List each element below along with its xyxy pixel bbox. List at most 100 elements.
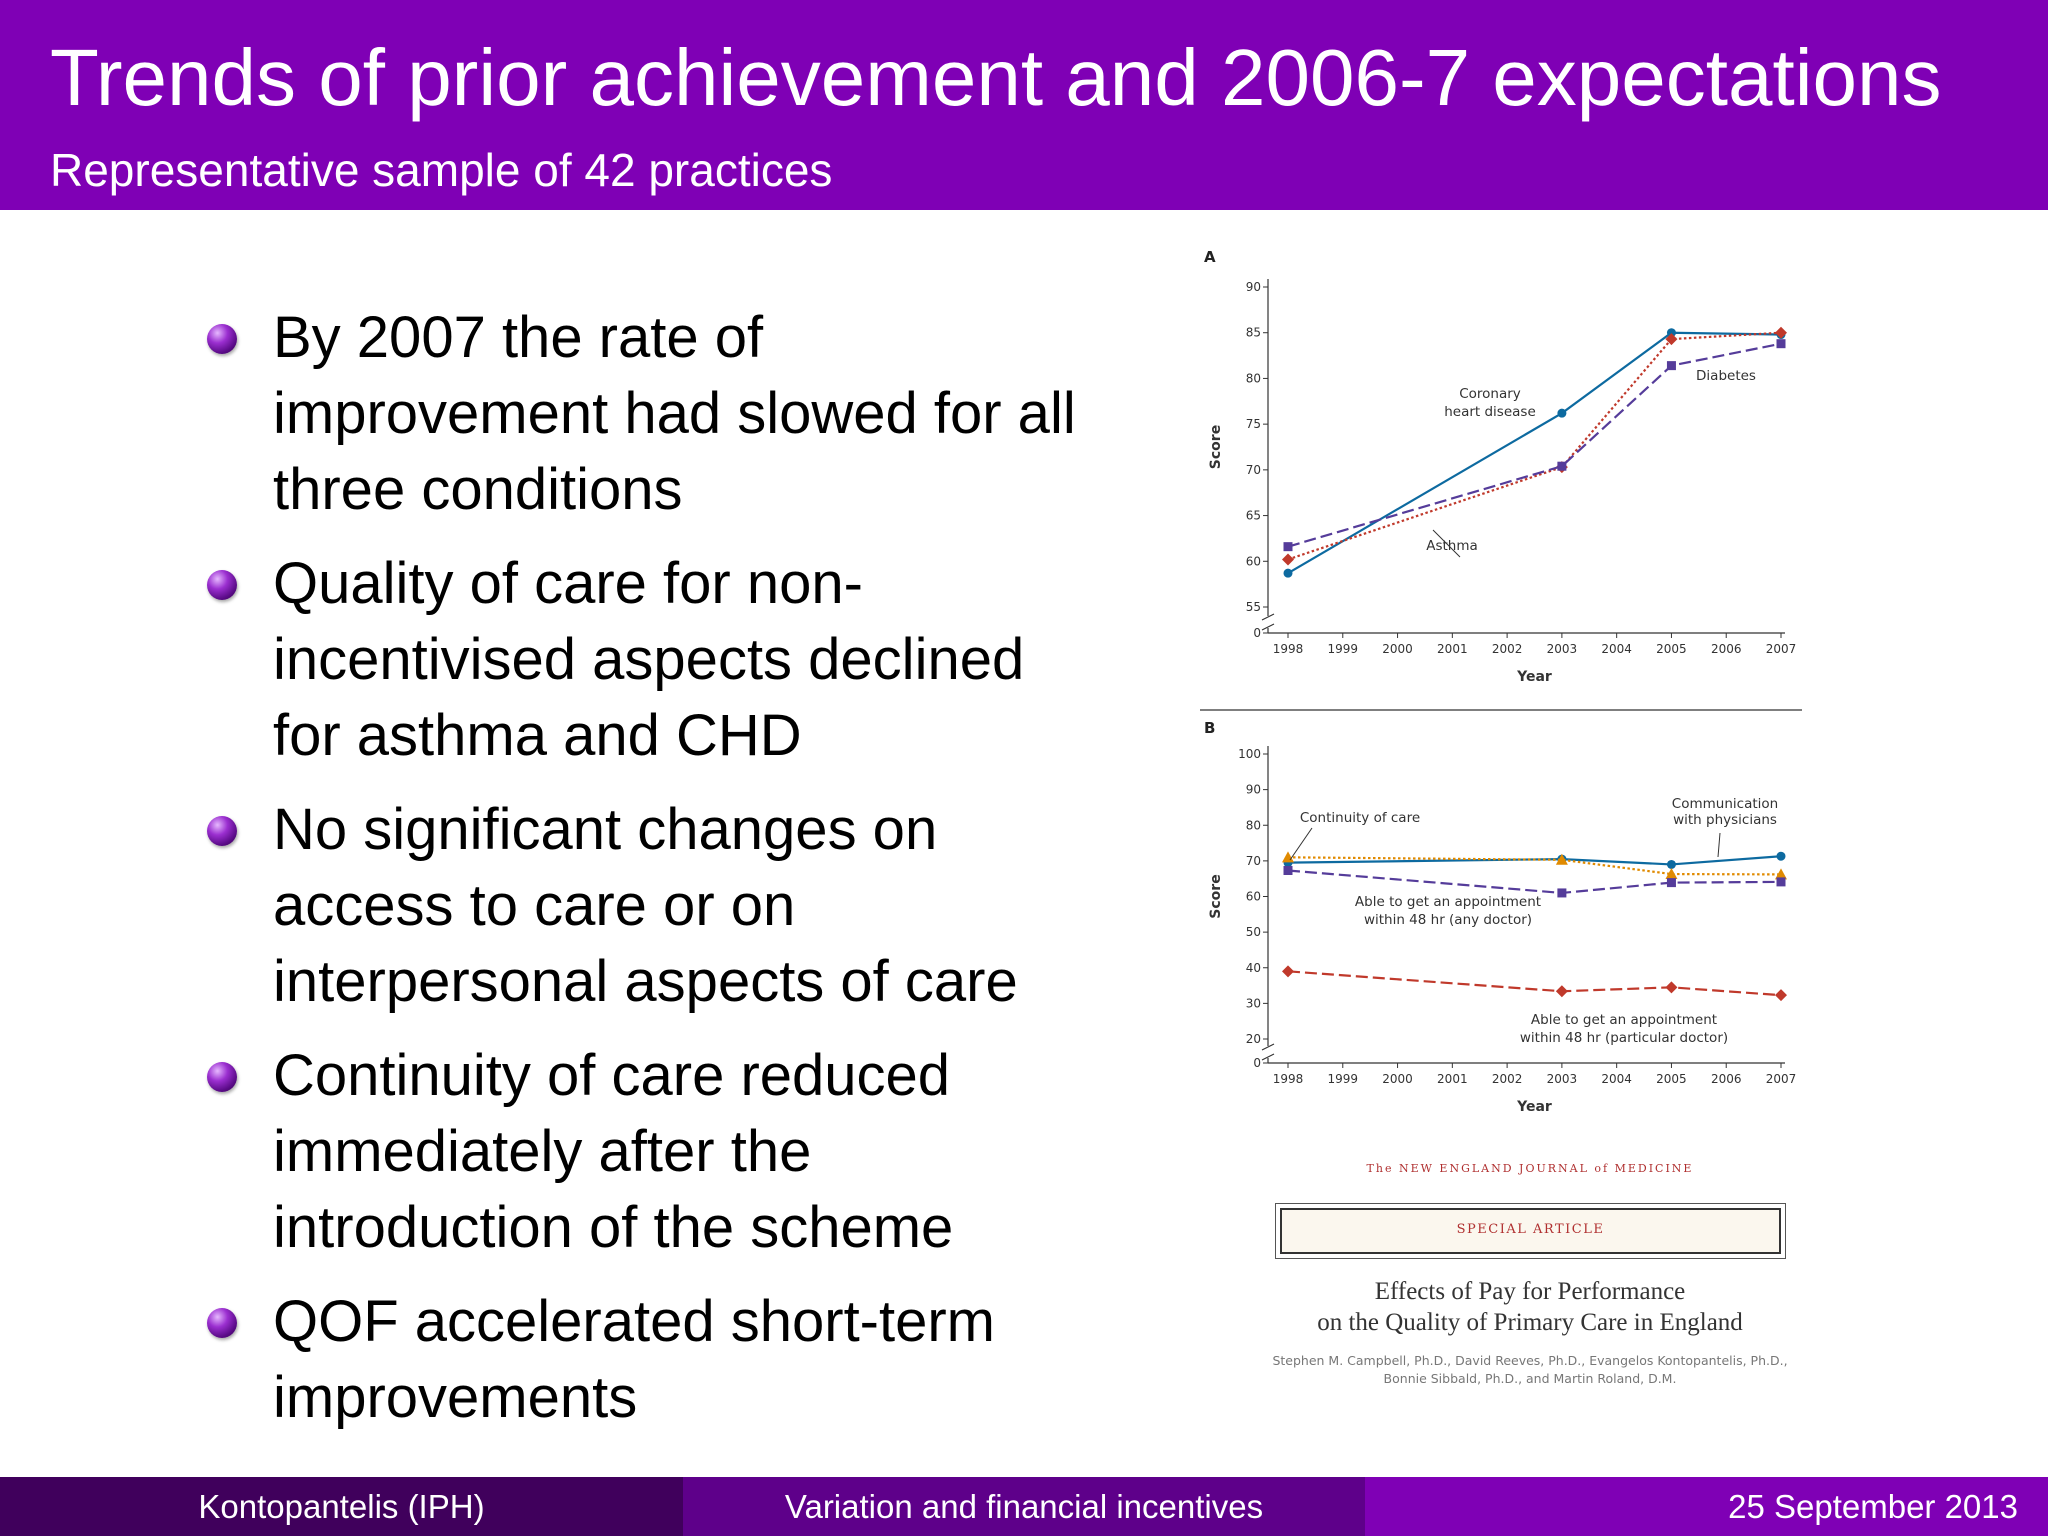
y-tick-label: 85 — [1246, 326, 1261, 340]
slide-subtitle: Representative sample of 42 practices — [50, 144, 833, 196]
data-point — [1776, 851, 1786, 861]
y-tick-label: 70 — [1246, 854, 1261, 868]
x-tick-label: 2001 — [1437, 642, 1468, 656]
y-tick-label: 40 — [1246, 961, 1261, 975]
chart-annotation: Continuity of care — [1300, 810, 1420, 826]
axis-break — [1261, 623, 1275, 631]
chart-annotation: within 48 hr (particular doctor) — [1520, 1030, 1728, 1046]
bullet-list: By 2007 the rate of improvement had slow… — [205, 300, 1105, 1454]
y-tick-label: 70 — [1246, 463, 1261, 477]
x-tick-label: 2006 — [1711, 1072, 1742, 1086]
y-axis-label: Score — [1208, 425, 1224, 469]
chart-panel-b: B 0 20 30 40 50 60 70 80 90 100 1998 1999 2000 2001 200… — [1204, 719, 1796, 1115]
y-tick-label: 80 — [1246, 371, 1261, 385]
x-tick-label: 2001 — [1437, 1072, 1468, 1086]
article-title: Effects of Pay for Performance on the Qu… — [1265, 1276, 1795, 1338]
y-tick-label: 75 — [1246, 417, 1261, 431]
y-tick-label: 100 — [1238, 747, 1261, 761]
x-tick-label: 2000 — [1382, 642, 1413, 656]
y-tick-label: 90 — [1246, 280, 1261, 294]
x-tick-label: 2006 — [1711, 642, 1742, 656]
bullet-text: No significant changes on access to care… — [273, 797, 1018, 1014]
data-point — [1555, 853, 1568, 865]
y-tick-label: 90 — [1246, 783, 1261, 797]
chart-annotation: Asthma — [1426, 538, 1478, 554]
data-point — [1282, 553, 1294, 566]
authors-line: Bonnie Sibbald, Ph.D., and Martin Roland… — [1383, 1371, 1677, 1386]
data-point — [1776, 877, 1786, 887]
data-point — [1665, 333, 1678, 346]
x-tick-label: 2003 — [1547, 1072, 1578, 1086]
y-tick-label: 50 — [1246, 925, 1261, 939]
bullet-item: QOF accelerated short-term improvements — [205, 1284, 1105, 1436]
data-point — [1283, 542, 1293, 552]
bullet-ball-icon — [207, 324, 237, 354]
footer-date: 25 September 2013 — [1365, 1477, 2048, 1536]
y-tick-label: 0 — [1253, 626, 1261, 640]
x-tick-label: 2002 — [1492, 642, 1523, 656]
data-point — [1775, 989, 1787, 1002]
y-tick-label: 80 — [1246, 818, 1261, 832]
x-tick-label: 1999 — [1328, 642, 1359, 656]
data-point — [1665, 868, 1678, 880]
data-point — [1557, 408, 1567, 418]
x-tick-label: 2004 — [1601, 642, 1632, 656]
y-tick-label: 65 — [1246, 509, 1261, 523]
data-point — [1555, 985, 1568, 998]
axis-break — [1261, 1053, 1275, 1061]
x-tick-label: 2003 — [1547, 642, 1578, 656]
chart-annotation: heart disease — [1444, 404, 1536, 420]
x-tick-label: 1999 — [1328, 1072, 1359, 1086]
x-tick-label: 2007 — [1766, 642, 1797, 656]
bullet-item: By 2007 the rate of improvement had slow… — [205, 300, 1105, 528]
bullet-ball-icon — [207, 1308, 237, 1338]
data-point — [1775, 326, 1787, 339]
x-tick-label: 2005 — [1656, 642, 1687, 656]
x-tick-label: 1998 — [1273, 1072, 1304, 1086]
chart-panel-a: A 0 55 60 65 70 75 80 85 90 1998 1999 2000 2001 2002 20… — [1204, 248, 1796, 685]
data-point — [1776, 339, 1786, 349]
annotation-leader — [1717, 832, 1721, 858]
bullet-item: No significant changes on access to care… — [205, 792, 1105, 1020]
x-tick-label: 1998 — [1273, 642, 1304, 656]
figure-charts: A 0 55 60 65 70 75 80 85 90 1998 1999 2000 2001 2002 20… — [1200, 248, 1802, 1115]
y-tick-label: 60 — [1246, 554, 1261, 568]
x-tick-label: 2002 — [1492, 1072, 1523, 1086]
y-tick-label: 0 — [1253, 1056, 1261, 1070]
y-tick-label: 20 — [1246, 1032, 1261, 1046]
article-title-line: on the Quality of Primary Care in Englan… — [1317, 1309, 1743, 1336]
bullet-item: Continuity of care reduced immediately a… — [205, 1038, 1105, 1266]
annotation-leader — [1432, 529, 1461, 558]
data-point — [1282, 965, 1294, 978]
article-authors: Stephen M. Campbell, Ph.D., David Reeves… — [1265, 1352, 1795, 1388]
data-point — [1665, 981, 1678, 994]
data-point — [1666, 361, 1676, 371]
series-line — [1287, 331, 1782, 575]
article-title-line: Effects of Pay for Performance — [1374, 1278, 1686, 1305]
series-line — [1287, 331, 1782, 561]
series-line — [1287, 869, 1782, 895]
bullet-text: Quality of care for non-incentivised asp… — [273, 551, 1025, 768]
bullet-ball-icon — [207, 816, 237, 846]
chart-annotation: Able to get an appointment — [1531, 1012, 1717, 1028]
data-point — [1557, 461, 1567, 471]
slide-header: Trends of prior achievement and 2006-7 e… — [0, 0, 2048, 210]
y-tick-label: 60 — [1246, 890, 1261, 904]
series-line — [1287, 856, 1782, 876]
data-point — [1282, 851, 1294, 863]
slide-footer: Kontopantelis (IPH) Variation and financ… — [0, 1477, 2048, 1536]
section-box: SPECIAL ARTICLE — [1275, 1203, 1786, 1259]
data-point — [1283, 865, 1293, 875]
x-axis-label: Year — [1516, 669, 1552, 685]
chart-annotation: Able to get an appointment — [1355, 894, 1541, 910]
footer-author: Kontopantelis (IPH) — [0, 1477, 683, 1536]
panel-letter: A — [1204, 248, 1216, 266]
series-line — [1287, 342, 1782, 548]
data-point — [1666, 878, 1676, 888]
data-point — [1283, 568, 1293, 578]
bullet-ball-icon — [207, 1062, 237, 1092]
bullet-ball-icon — [207, 570, 237, 600]
y-tick-label: 30 — [1246, 996, 1261, 1010]
chart-annotation: within 48 hr (any doctor) — [1364, 912, 1532, 928]
chart-annotation: with physicians — [1673, 812, 1777, 828]
